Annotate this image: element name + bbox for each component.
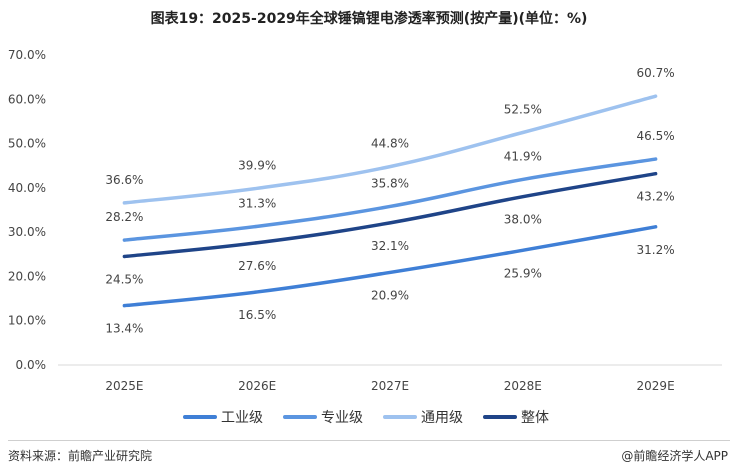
y-tick-label: 30.0% (8, 225, 46, 239)
y-tick-label: 20.0% (8, 269, 46, 283)
legend-label: 专业级 (321, 410, 363, 426)
y-tick-label: 70.0% (8, 48, 46, 62)
y-tick-label: 40.0% (8, 181, 46, 195)
data-label: 38.0% (504, 213, 542, 227)
series-line (122, 94, 658, 205)
data-label: 13.4% (105, 322, 143, 336)
x-axis-ticks: 2025E 2026E 2027E 2028E 2029E (105, 379, 674, 393)
data-label: 25.9% (504, 266, 542, 280)
data-label: 31.3% (238, 196, 276, 210)
data-label: 20.9% (371, 288, 409, 302)
y-axis-ticks: 0.0% 10.0% 20.0% 30.0% 40.0% 50.0% 60.0% 70.0% (8, 48, 46, 372)
x-tick-label: 2028E (504, 379, 542, 393)
data-label: 36.6% (105, 173, 143, 187)
legend: 工业级 专业级 通用级 整体 (183, 410, 549, 426)
data-label: 43.2% (637, 190, 675, 204)
data-label: 52.5% (504, 103, 542, 117)
legend-label: 通用级 (421, 410, 463, 426)
source-note: 资料来源：前瞻产业研究院 (8, 449, 153, 463)
data-label: 28.2% (105, 210, 143, 224)
legend-label: 整体 (521, 410, 549, 426)
data-label: 41.9% (504, 149, 542, 163)
y-tick-label: 0.0% (16, 358, 47, 372)
data-label: 44.8% (371, 137, 409, 151)
data-labels: 13.4% 16.5% 20.9% 25.9% 31.2% 28.2% 31.3% 35.8%… (105, 66, 674, 335)
data-label: 32.1% (371, 239, 409, 253)
legend-label: 工业级 (221, 410, 263, 426)
y-tick-label: 10.0% (8, 314, 46, 328)
x-tick-label: 2027E (371, 379, 409, 393)
data-label: 31.2% (637, 243, 675, 257)
data-label: 46.5% (637, 129, 675, 143)
data-label: 27.6% (238, 259, 276, 273)
data-label: 16.5% (238, 308, 276, 322)
x-tick-label: 2029E (637, 379, 675, 393)
series-lines (122, 94, 658, 308)
footer-divider (8, 440, 730, 441)
series-line (122, 171, 658, 259)
series-line (122, 225, 658, 308)
data-label: 35.8% (371, 176, 409, 190)
y-tick-label: 50.0% (8, 137, 46, 151)
data-label: 39.9% (238, 158, 276, 172)
brand-credit: @前瞻经济学人APP (621, 449, 728, 463)
chart-title: 图表19：2025-2029年全球锤镐锂电渗透率预测(按产量)(单位：%) (150, 11, 588, 27)
series-line (122, 157, 658, 242)
x-tick-label: 2025E (105, 379, 143, 393)
y-tick-label: 60.0% (8, 92, 46, 106)
data-label: 24.5% (105, 273, 143, 287)
line-chart: 0.0%10.0%20.0%30.0%40.0%50.0%60.0%70.0% … (8, 48, 722, 426)
x-tick-label: 2026E (238, 379, 276, 393)
data-label: 60.7% (637, 66, 675, 80)
